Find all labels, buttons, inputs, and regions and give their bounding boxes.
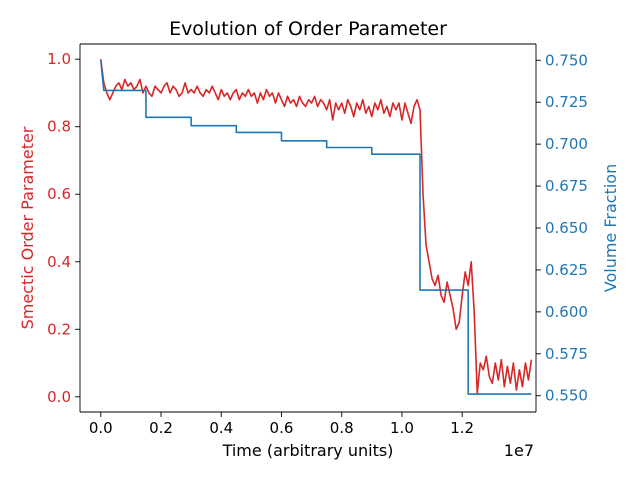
left-axis-label: Smectic Order Parameter — [18, 126, 37, 329]
left-y-tick-label: 0.2 — [47, 320, 71, 338]
right-y-tick-label: 0.550 — [545, 387, 588, 405]
left-y-tick-label: 0.8 — [47, 118, 71, 136]
right-y-tick-label: 0.725 — [545, 93, 588, 111]
x-tick-label: 0.4 — [209, 419, 233, 437]
x-tick-label: 1.2 — [450, 419, 474, 437]
chart-title: Evolution of Order Parameter — [169, 18, 447, 40]
right-y-tick-label: 0.675 — [545, 177, 588, 195]
left-y-tick-label: 0.6 — [47, 185, 71, 203]
right-axis-label: Volume Fraction — [601, 164, 620, 292]
x-tick-label: 0.8 — [330, 419, 354, 437]
volume-fraction-line — [99, 60, 532, 395]
x-tick-label: 1.0 — [390, 419, 414, 437]
right-y-tick-label: 0.625 — [545, 261, 588, 279]
left-y-tick-label: 1.0 — [47, 50, 71, 68]
left-y-tick-label: 0.4 — [47, 253, 71, 271]
right-y-tick-label: 0.750 — [545, 51, 588, 69]
x-axis-label: Time (arbitrary units) — [222, 441, 394, 460]
x-tick-label: 0.0 — [89, 419, 113, 437]
x-axis-offset-label: 1e7 — [504, 441, 534, 460]
x-tick-label: 0.6 — [270, 419, 294, 437]
order-parameter-line — [99, 59, 533, 395]
right-y-tick-label: 0.600 — [545, 303, 588, 321]
right-y-tick-label: 0.650 — [545, 219, 588, 237]
right-y-tick-label: 0.700 — [545, 135, 588, 153]
left-y-tick-label: 0.0 — [47, 388, 71, 406]
plot-area: 0.0 0.2 0.4 0.6 0.8 1.0 1.2 0.0 0.2 0.4 0.6 0.8 1.0 0… — [47, 43, 588, 437]
x-tick-label: 0.2 — [149, 419, 173, 437]
right-y-tick-label: 0.575 — [545, 345, 588, 363]
